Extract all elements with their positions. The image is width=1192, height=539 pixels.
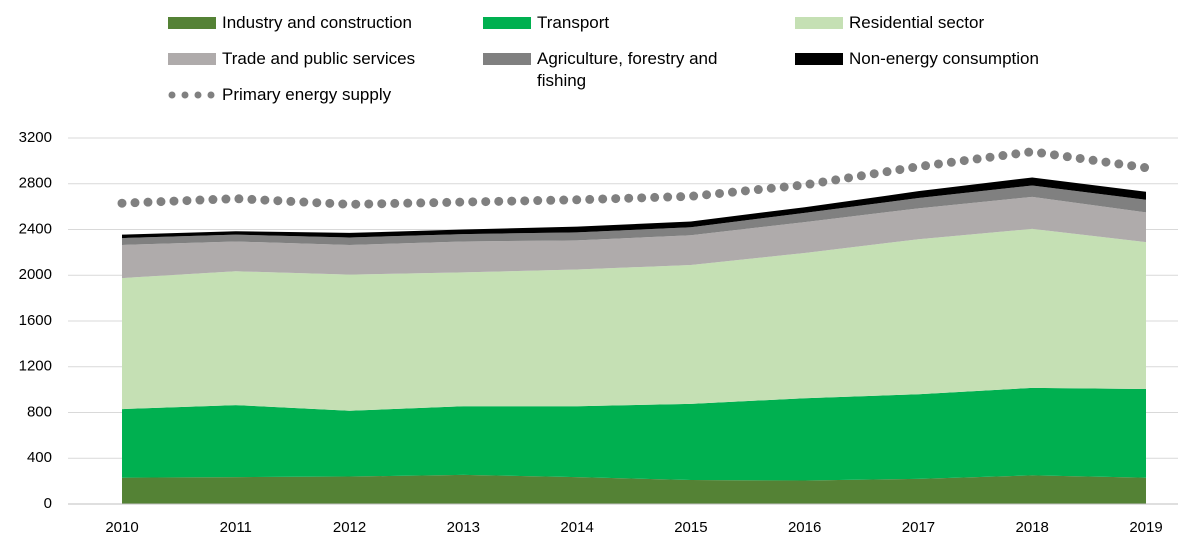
x-tick-label: 2013 [447,519,480,536]
legend-swatch [483,53,531,65]
legend-label: Primary energy supply [222,85,392,104]
legend-swatch [168,17,216,29]
area [122,196,1146,279]
x-tick-label: 2015 [674,519,707,536]
y-tick-label: 0 [44,495,52,512]
x-tick-label: 2010 [105,519,138,536]
legend-rect [483,53,531,65]
legend-label: Transport [537,13,610,32]
x-tick-label: 2012 [333,519,366,536]
area [122,474,1146,504]
y-tick-label: 2400 [19,220,52,237]
x-tick-label: 2017 [902,519,935,536]
legend-label: Residential sector [849,13,985,32]
legend-rect [483,17,531,29]
y-tick-label: 1200 [19,358,52,375]
y-tick-label: 800 [27,403,52,420]
legend-swatch [483,17,531,29]
legend-swatch [795,17,843,29]
legend-label: Trade and public services [222,49,416,68]
x-tick-label: 2011 [220,519,252,536]
area [122,185,1146,245]
x-tick-label: 2018 [1016,519,1049,536]
y-tick-label: 3200 [19,129,52,146]
y-tick-label: 2000 [19,266,52,283]
area [122,228,1146,411]
x-tick-label: 2016 [788,519,821,536]
legend-rect [795,17,843,29]
legend-rect [168,17,216,29]
legend-swatch [168,53,216,65]
legend-swatch [168,91,216,99]
legend-label: Non-energy consumption [849,49,1039,68]
legend-rect [168,53,216,65]
line [117,147,1151,209]
x-tick-label: 2019 [1129,519,1162,536]
area [122,177,1146,239]
x-tick-label: 2014 [560,519,593,536]
legend-rect [795,53,843,65]
y-tick-label: 400 [27,449,52,466]
y-tick-label: 1600 [19,312,52,329]
legend-swatch [795,53,843,65]
area [122,387,1146,481]
y-tick-label: 2800 [19,175,52,192]
legend-label: Agriculture, forestry and fishing [537,49,718,90]
legend-label: Industry and construction [222,13,412,32]
